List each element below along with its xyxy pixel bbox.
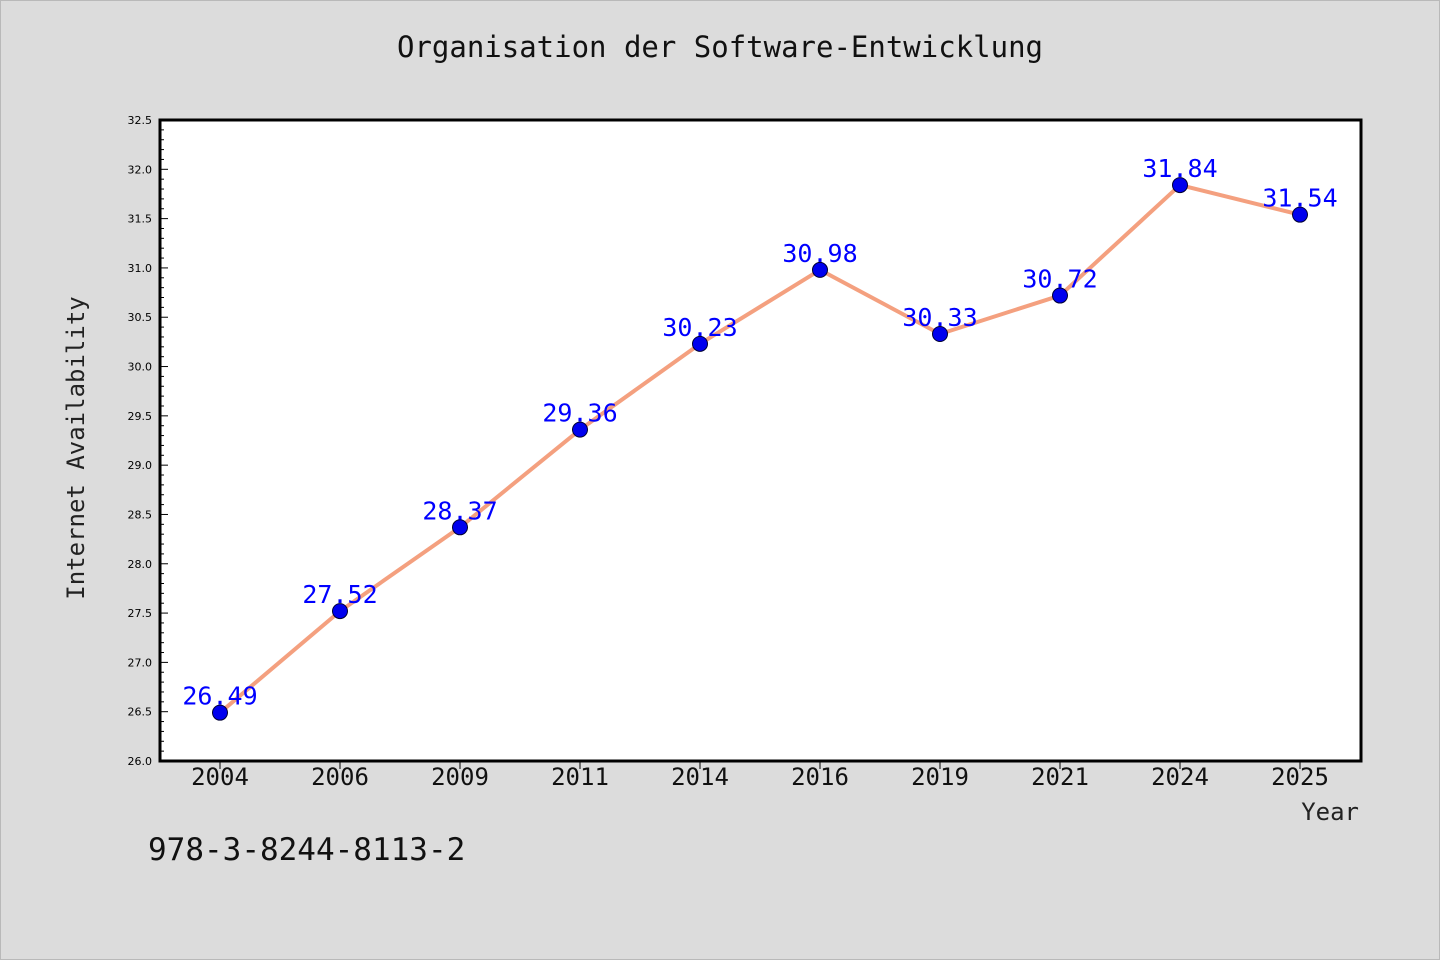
data-label: 30.72 [1022,265,1097,294]
x-axis-label: Year [1301,798,1359,826]
x-tick-label: 2024 [1151,763,1209,791]
y-tick-label: 32.5 [128,114,153,127]
x-tick-label: 2014 [671,763,729,791]
y-tick-label: 30.0 [128,361,153,374]
data-label: 26.49 [182,682,257,711]
data-label: 31.54 [1262,184,1337,213]
x-tick-label: 2006 [311,763,369,791]
y-tick-label: 31.0 [128,262,153,275]
y-tick-label: 27.0 [128,656,153,669]
data-point [692,335,708,352]
chart-title: Organisation der Software-Entwicklung [396,30,1043,64]
data-label: 28.37 [422,496,497,525]
y-tick-label: 27.5 [128,607,153,620]
isbn-text: 978-3-8244-8113-2 [148,832,466,868]
data-point [452,519,468,536]
data-label: 27.52 [302,580,377,609]
x-tick-label: 2004 [191,763,249,791]
x-tick-label: 2025 [1271,763,1329,791]
data-point [1172,177,1188,194]
y-tick-label: 29.5 [128,410,153,423]
y-tick-label: 30.5 [128,311,153,324]
x-tick-label: 2019 [911,763,969,791]
y-tick-label: 28.0 [128,558,153,571]
y-tick-label: 32.0 [128,163,153,176]
data-point [332,603,348,620]
data-point [572,421,588,438]
y-tick-label: 26.0 [128,755,153,768]
data-point [1292,206,1308,223]
y-tick-label: 26.5 [128,706,153,719]
x-tick-label: 2021 [1031,763,1089,791]
data-label: 31.84 [1142,154,1217,183]
data-point [812,261,828,278]
data-point [212,704,228,721]
data-label: 30.23 [662,313,737,342]
x-tick-label: 2009 [431,763,489,791]
x-tick-label: 2011 [551,763,609,791]
y-axis-label: Internet Availability [62,296,90,599]
y-tick-label: 29.0 [128,459,153,472]
data-point [1052,287,1068,304]
y-tick-label: 31.5 [128,213,153,226]
data-point [932,325,948,342]
series-line [218,183,1301,715]
data-label: 30.33 [902,303,977,332]
y-tick-label: 28.5 [128,508,153,521]
data-label: 29.36 [542,399,617,428]
plot-area [158,118,1363,763]
x-tick-label: 2016 [791,763,849,791]
data-label: 30.98 [782,239,857,268]
